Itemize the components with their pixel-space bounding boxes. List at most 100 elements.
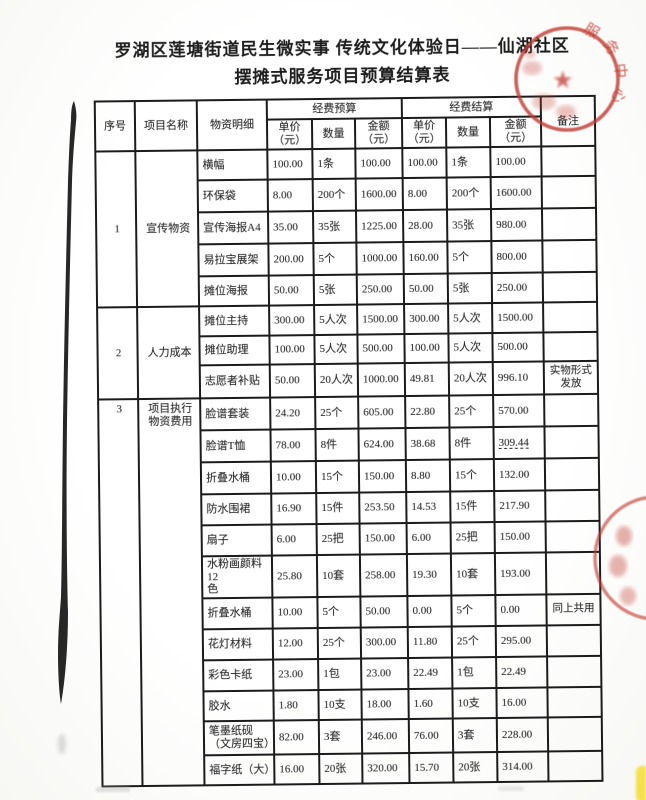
cell-budget-qty: 5个 — [313, 242, 357, 276]
cell-budget-amount: 500.00 — [357, 334, 405, 364]
cell-budget-unit-price: 82.00 — [273, 719, 320, 755]
cell-budget-unit-price: 8.00 — [267, 179, 313, 212]
cell-item-name: 折叠水桶 — [200, 461, 272, 495]
cell-remark — [543, 331, 598, 362]
cell-remark — [544, 425, 599, 459]
cell-remark — [544, 393, 599, 427]
cell-remark — [544, 457, 600, 491]
cell-settlement-qty: 3套 — [452, 717, 498, 753]
cell-item-name: 彩色卡纸 — [203, 659, 274, 692]
cell-budget-unit-price: 78.00 — [270, 429, 316, 462]
col-header-settlement-amount: 金额 （元） — [489, 116, 542, 148]
cell-remark — [541, 145, 596, 177]
cell-settlement-unit-price: 14.53 — [406, 491, 451, 524]
cell-budget-amount: 23.00 — [361, 657, 409, 690]
budget-settlement-table: 序号 项目名称 物资明细 经费预算 经费结算 备注 单价 （元） 数量 金额 （… — [94, 95, 604, 788]
cell-settlement-amount: 217.90 — [494, 490, 546, 523]
cell-item-name: 笔墨纸砚 （文房四宝） — [203, 720, 275, 756]
cell-budget-unit-price: 23.00 — [273, 658, 319, 691]
cell-settlement-unit-price: 50.00 — [403, 273, 449, 305]
cell-settlement-amount: 1600.00 — [490, 176, 542, 210]
cell-settlement-qty: 10套 — [450, 553, 496, 596]
cell-budget-qty: 15件 — [316, 492, 360, 525]
cell-item-name: 环保袋 — [197, 179, 268, 213]
cell-item-name: 横幅 — [197, 149, 268, 181]
cell-budget-qty: 35张 — [312, 210, 357, 244]
cell-settlement-amount: 100.00 — [490, 146, 542, 178]
cell-settlement-unit-price: 300.00 — [404, 303, 449, 335]
cell-settlement-amount: 193.00 — [494, 552, 547, 595]
cell-budget-qty: 20张 — [319, 753, 363, 784]
cell-item-name: 扇子 — [201, 524, 272, 557]
cell-settlement-qty: 200个 — [446, 177, 491, 210]
cell-item-name: 防水围裙 — [201, 493, 272, 526]
cell-settlement-unit-price: 15.70 — [409, 752, 454, 783]
cell-budget-amount: 1600.00 — [355, 178, 403, 211]
cell-item-name: 摊位海报 — [198, 275, 270, 307]
cell-section-no: 3 — [98, 399, 143, 787]
cell-budget-qty: 10套 — [316, 554, 361, 597]
cell-settlement-amount: 132.00 — [493, 458, 546, 492]
cell-budget-qty: 3套 — [318, 719, 363, 754]
cell-budget-amount: 100.00 — [355, 148, 403, 179]
cell-settlement-amount: 0.00 — [495, 594, 547, 626]
cell-budget-qty: 1条 — [312, 148, 356, 180]
cell-budget-qty: 25个 — [317, 627, 362, 659]
cell-item-name: 易拉宝展架 — [198, 243, 269, 277]
cell-budget-qty: 20人次 — [314, 363, 359, 398]
cell-budget-unit-price: 50.00 — [269, 364, 316, 398]
col-header-project-name: 项目名称 — [134, 100, 198, 152]
cell-budget-qty: 25把 — [316, 523, 360, 556]
cell-budget-amount: 246.00 — [361, 718, 410, 754]
cell-budget-qty: 5人次 — [314, 334, 358, 365]
col-header-budget-unit-price: 单价 （元） — [266, 119, 313, 150]
cell-budget-amount: 300.00 — [360, 626, 409, 659]
cell-section-no: 2 — [97, 307, 139, 400]
cell-budget-amount: 320.00 — [362, 752, 410, 784]
cell-remark: 同上共用 — [546, 593, 601, 626]
cell-budget-unit-price: 12.00 — [272, 627, 319, 660]
cell-item-name: 摊位主持 — [199, 305, 270, 337]
cell-remark — [547, 655, 602, 688]
cell-settlement-amount: 570.00 — [493, 394, 545, 428]
cell-settlement-qty: 5个 — [451, 594, 496, 627]
cell-budget-unit-price: 6.00 — [271, 524, 317, 556]
cell-budget-amount: 250.00 — [356, 274, 405, 305]
col-header-budget-amount: 金额 （元） — [354, 118, 403, 149]
cell-budget-unit-price: 16.90 — [271, 493, 317, 525]
cell-settlement-amount: 150.00 — [494, 521, 546, 554]
cell-budget-unit-price: 100.00 — [269, 335, 315, 365]
cell-remark — [545, 489, 600, 522]
document-title-line1: 罗湖区莲塘街道民生微实事 传统文化体验日——仙湖社区 — [114, 36, 570, 61]
cell-item-name: 花灯材料 — [202, 628, 274, 661]
cell-settlement-unit-price: 38.68 — [405, 427, 450, 461]
cell-budget-amount: 18.00 — [361, 688, 409, 720]
col-header-settlement-qty: 数量 — [445, 117, 491, 148]
cell-remark — [542, 239, 597, 273]
cell-budget-qty: 8件 — [315, 428, 359, 462]
cell-budget-amount: 150.00 — [358, 460, 407, 493]
cell-budget-unit-price: 300.00 — [269, 305, 315, 336]
cell-settlement-qty: 20人次 — [448, 362, 494, 396]
cell-budget-amount: 605.00 — [358, 396, 406, 429]
cell-budget-qty: 200个 — [312, 178, 356, 212]
cell-budget-qty: 15个 — [315, 460, 360, 494]
cell-settlement-amount: 22.49 — [496, 656, 548, 688]
cell-settlement-amount: 250.00 — [491, 272, 544, 304]
cell-settlement-unit-price: 22.80 — [405, 395, 450, 429]
cell-remark — [547, 716, 603, 752]
cell-budget-unit-price: 16.00 — [274, 753, 320, 785]
col-header-budget-group: 经费预算 — [266, 98, 402, 120]
cell-budget-unit-price: 50.00 — [268, 275, 315, 306]
cell-settlement-unit-price: 28.00 — [402, 209, 448, 243]
cell-settlement-amount: 314.00 — [497, 751, 549, 782]
cell-settlement-amount: 228.00 — [496, 717, 549, 752]
cell-settlement-amount: 980.00 — [490, 208, 543, 242]
cell-project-name: 项目执行 物资费用 — [138, 398, 205, 786]
cell-settlement-unit-price: 100.00 — [404, 333, 449, 364]
col-header-remark: 备注 — [540, 95, 596, 147]
cell-settlement-qty: 5张 — [447, 273, 493, 304]
cell-remark — [543, 301, 598, 333]
cell-settlement-qty: 1条 — [446, 147, 491, 178]
